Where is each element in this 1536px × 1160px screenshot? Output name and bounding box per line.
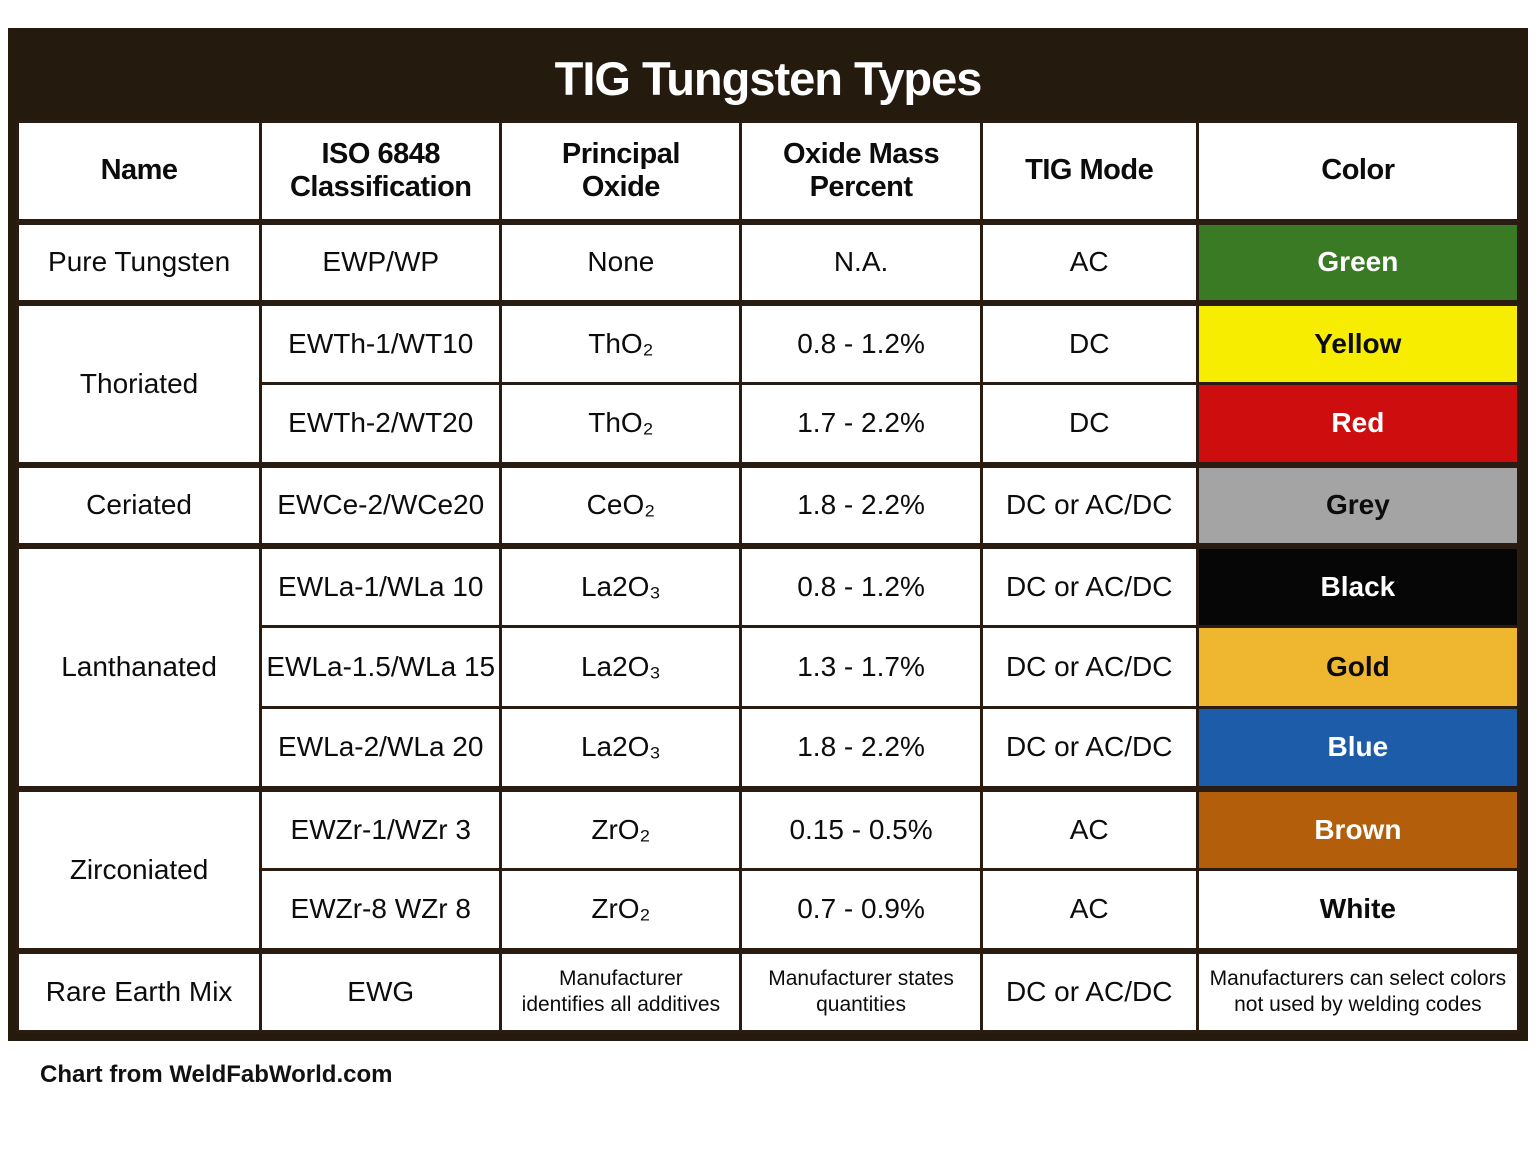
cell-iso: EWLa-2/WLa 20 [259, 706, 503, 790]
cell-iso: EWCe-2/WCe20 [259, 461, 503, 547]
cell-mass: 1.8 - 2.2% [739, 706, 983, 790]
data-table: Name ISO 6848 Classification Principal O… [15, 120, 1521, 1033]
cell-color-note: Manufacturers can select colors not used… [1195, 947, 1521, 1033]
cell-mass: 1.3 - 1.7% [739, 625, 983, 709]
table-row: Thoriated EWTh-1/WT10 ThO₂ 0.8 - 1.2% DC… [15, 299, 1521, 466]
cell-color-swatch: Blue [1195, 706, 1521, 790]
table-row: EWLa-1.5/WLa 15 La2O₃ 1.3 - 1.7% DC or A… [18, 625, 1521, 709]
table-row: Pure Tungsten EWP/WP None N.A. AC Green [15, 218, 1521, 304]
cell-oxide: CeO₂ [499, 461, 743, 547]
cell-mode: AC [979, 785, 1199, 871]
cell-color-swatch: Yellow [1195, 299, 1521, 385]
cell-mode: AC [979, 868, 1199, 952]
cell-iso: EWG [259, 947, 503, 1033]
cell-mode: AC [979, 218, 1199, 304]
cell-mass: N.A. [739, 218, 983, 304]
tungsten-types-table: TIG Tungsten Types Name ISO 6848 Classif… [8, 28, 1528, 1041]
table-row: Zirconiated EWZr-1/WZr 3 ZrO₂ 0.15 - 0.5… [15, 785, 1521, 952]
cell-name-group: Rare Earth Mix [15, 947, 263, 1033]
cell-oxide: None [499, 218, 743, 304]
column-header-mass: Oxide Mass Percent [739, 120, 983, 224]
table-row: EWLa-2/WLa 20 La2O₃ 1.8 - 2.2% DC or AC/… [18, 706, 1521, 790]
table-title-bar: TIG Tungsten Types [16, 36, 1520, 120]
cell-mass: 1.7 - 2.2% [739, 382, 983, 466]
cell-iso: EWTh-2/WT20 [259, 382, 503, 466]
cell-mode: DC [979, 382, 1199, 466]
cell-mode: DC [979, 299, 1199, 385]
cell-oxide: ThO₂ [499, 382, 743, 466]
column-header-name: Name [15, 120, 263, 224]
cell-color-swatch: Grey [1195, 461, 1521, 547]
cell-mass: 1.8 - 2.2% [739, 461, 983, 547]
table-row: EWZr-8 WZr 8 ZrO₂ 0.7 - 0.9% AC White [18, 868, 1521, 952]
cell-name-group: Thoriated [15, 299, 263, 466]
cell-name-group: Ceriated [15, 461, 263, 547]
cell-iso: EWLa-1.5/WLa 15 [259, 625, 503, 709]
footer-credit: Chart from WeldFabWorld.com [40, 1061, 393, 1088]
cell-iso: EWTh-1/WT10 [259, 299, 503, 385]
cell-mass: Manufacturer states quantities [739, 947, 983, 1033]
cell-mass: 0.15 - 0.5% [739, 785, 983, 871]
cell-mode: DC or AC/DC [979, 706, 1199, 790]
cell-oxide: La2O₃ [499, 706, 743, 790]
cell-oxide: ZrO₂ [499, 785, 743, 871]
cell-oxide: ZrO₂ [499, 868, 743, 952]
page-title: TIG Tungsten Types [554, 51, 983, 105]
cell-iso: EWZr-1/WZr 3 [259, 785, 503, 871]
cell-color-swatch: Green [1195, 218, 1521, 304]
cell-name-group: Lanthanated [15, 542, 263, 790]
cell-mass: 0.8 - 1.2% [739, 299, 983, 385]
cell-mode: DC or AC/DC [979, 625, 1199, 709]
cell-name-group: Zirconiated [15, 785, 263, 952]
cell-color-swatch: Brown [1195, 785, 1521, 871]
table-row: Rare Earth Mix EWG Manufacturer identifi… [15, 947, 1521, 1033]
column-header-oxide: Principal Oxide [499, 120, 743, 224]
cell-oxide: La2O₃ [499, 542, 743, 628]
cell-oxide: ThO₂ [499, 299, 743, 385]
table-row: Lanthanated EWLa-1/WLa 10 La2O₃ 0.8 - 1.… [15, 542, 1521, 790]
cell-color-swatch: Red [1195, 382, 1521, 466]
cell-color-swatch: Gold [1195, 625, 1521, 709]
cell-iso: EWLa-1/WLa 10 [259, 542, 503, 628]
cell-color-swatch: Black [1195, 542, 1521, 628]
cell-mode: DC or AC/DC [979, 542, 1199, 628]
cell-mode: DC or AC/DC [979, 947, 1199, 1033]
cell-oxide: Manufacturer identifies all additives [499, 947, 743, 1033]
cell-iso: EWP/WP [259, 218, 503, 304]
cell-color-swatch: White [1195, 868, 1521, 952]
cell-mass: 0.8 - 1.2% [739, 542, 983, 628]
header-row: Name ISO 6848 Classification Principal O… [15, 120, 1521, 224]
cell-oxide: La2O₃ [499, 625, 743, 709]
column-header-iso: ISO 6848 Classification [259, 120, 503, 224]
cell-mode: DC or AC/DC [979, 461, 1199, 547]
column-header-mode: TIG Mode [979, 120, 1199, 224]
column-header-color: Color [1195, 120, 1521, 224]
cell-mass: 0.7 - 0.9% [739, 868, 983, 952]
cell-name-group: Pure Tungsten [15, 218, 263, 304]
table-row: Ceriated EWCe-2/WCe20 CeO₂ 1.8 - 2.2% DC… [15, 461, 1521, 547]
cell-iso: EWZr-8 WZr 8 [259, 868, 503, 952]
table-row: EWTh-2/WT20 ThO₂ 1.7 - 2.2% DC Red [18, 382, 1521, 466]
